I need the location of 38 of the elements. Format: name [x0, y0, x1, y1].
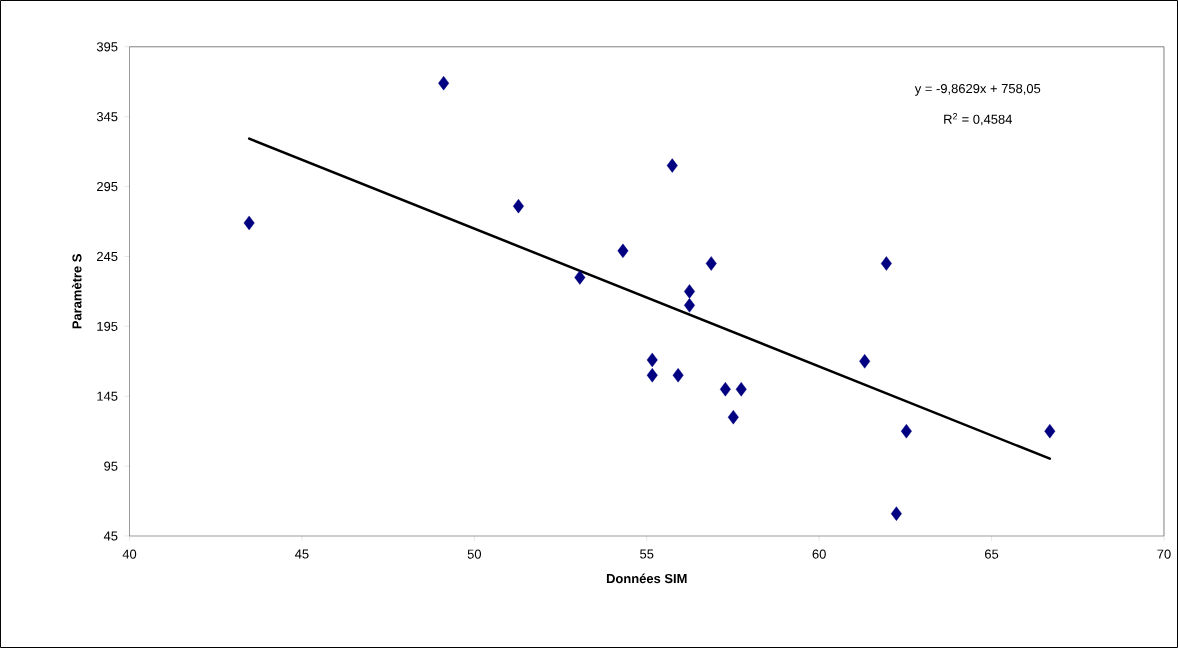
- point: [684, 284, 695, 299]
- point: [646, 352, 658, 368]
- x-tick-label: 40: [122, 549, 137, 559]
- point: [735, 382, 747, 397]
- x-tick-label: 55: [640, 549, 654, 559]
- point: [1044, 423, 1056, 439]
- point: [617, 243, 629, 259]
- point: [243, 215, 255, 231]
- y-tick-label: 45: [103, 531, 118, 541]
- x-axis-title: Données SIM: [606, 573, 687, 584]
- y-tick-label: 145: [97, 391, 118, 401]
- x-tick-label: 50: [467, 549, 482, 559]
- point: [574, 270, 586, 285]
- x-tick-label: 70: [1157, 549, 1171, 559]
- y-tick-label: 95: [104, 461, 118, 471]
- x-tick-label: 45: [295, 549, 309, 559]
- y-tick-label: 345: [96, 112, 118, 122]
- point: [880, 256, 892, 271]
- point: [438, 75, 450, 91]
- y-tick-label: 295: [97, 181, 118, 192]
- y-tick-label: 195: [97, 321, 118, 331]
- x-tick-label: 60: [812, 549, 826, 559]
- annotation: R$^{2}$ = 0,4584: [944, 113, 1013, 126]
- point: [719, 382, 731, 397]
- y-tick-label: 245: [97, 251, 118, 262]
- point: [900, 423, 912, 439]
- annotation: y = -9,8629x + 758,05: [914, 83, 1041, 96]
- y-axis-title: Paramètre S: [71, 254, 82, 329]
- point: [727, 410, 739, 425]
- point: [672, 368, 684, 383]
- point: [684, 298, 695, 313]
- point: [646, 368, 658, 383]
- point: [859, 354, 871, 369]
- point: [705, 256, 717, 271]
- point: [890, 506, 902, 521]
- x-tick-label: 65: [985, 549, 999, 559]
- y-tick-label: 395: [96, 42, 118, 52]
- point: [666, 158, 678, 173]
